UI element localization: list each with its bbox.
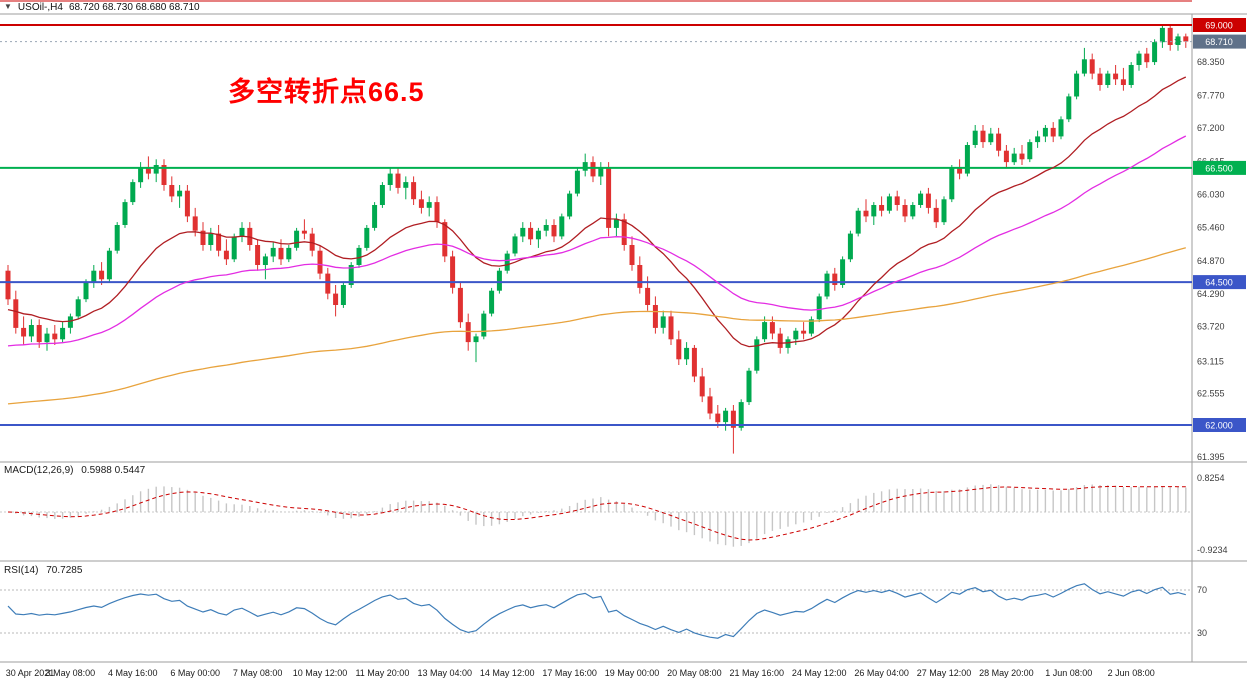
chart-header: ▼ USOil-,H4 68.720 68.730 68.680 68.710	[4, 1, 200, 13]
svg-text:69.000: 69.000	[1205, 21, 1233, 31]
svg-text:30 Apr 2021: 30 Apr 2021	[6, 668, 55, 678]
svg-text:63.720: 63.720	[1197, 322, 1225, 332]
svg-text:28 May 20:00: 28 May 20:00	[979, 668, 1034, 678]
svg-text:61.395: 61.395	[1197, 452, 1225, 462]
ohlc-readout: 68.720 68.730 68.680 68.710	[68, 1, 200, 13]
macd-name: MACD(12,26,9)	[4, 465, 74, 476]
svg-text:64.500: 64.500	[1205, 278, 1233, 288]
latest-price-arrows-icon: ››	[1174, 36, 1182, 48]
fast-ma-line	[7, 76, 1187, 348]
rsi-indicator-label: RSI(14) 70.7285	[4, 565, 82, 576]
svg-text:1 Jun 08:00: 1 Jun 08:00	[1045, 668, 1092, 678]
svg-text:68.710: 68.710	[1205, 37, 1233, 47]
rsi-value: 70.7285	[46, 565, 83, 576]
svg-text:19 May 00:00: 19 May 00:00	[605, 668, 660, 678]
annotation-text: 多空转折点66.5	[228, 77, 425, 107]
rsi-line	[7, 583, 1186, 639]
svg-text:20 May 08:00: 20 May 08:00	[667, 668, 722, 678]
horizontal-levels-layer[interactable]: ››	[0, 0, 1192, 426]
svg-text:64.290: 64.290	[1197, 289, 1225, 299]
svg-text:27 May 12:00: 27 May 12:00	[917, 668, 972, 678]
macd-indicator-label: MACD(12,26,9) 0.5988 0.5447	[4, 465, 145, 476]
macd-signal-line	[7, 485, 1186, 541]
svg-text:14 May 12:00: 14 May 12:00	[480, 668, 535, 678]
price-axis[interactable]: 68.74068.35067.77067.20066.61566.03065.4…	[1197, 35, 1228, 638]
svg-text:11 May 20:00: 11 May 20:00	[355, 668, 409, 678]
macd-values: 0.5988 0.5447	[81, 465, 146, 476]
svg-text:70: 70	[1197, 585, 1207, 595]
svg-text:2 Jun 08:00: 2 Jun 08:00	[1108, 668, 1155, 678]
panel-separators	[0, 13, 1247, 663]
macd-panel	[0, 484, 1192, 547]
svg-text:21 May 16:00: 21 May 16:00	[730, 668, 785, 678]
moving-averages-layer	[7, 76, 1187, 405]
svg-text:62.555: 62.555	[1197, 388, 1225, 398]
svg-text:-0.9234: -0.9234	[1197, 545, 1228, 555]
svg-text:62.000: 62.000	[1205, 421, 1233, 431]
svg-text:6 May 00:00: 6 May 00:00	[170, 668, 220, 678]
slow-ma-line	[7, 247, 1186, 405]
svg-text:7 May 08:00: 7 May 08:00	[233, 668, 283, 678]
svg-text:3 May 08:00: 3 May 08:00	[46, 668, 96, 678]
svg-text:67.200: 67.200	[1197, 123, 1225, 133]
svg-text:66.500: 66.500	[1205, 163, 1233, 173]
svg-text:65.460: 65.460	[1197, 222, 1225, 232]
svg-text:24 May 12:00: 24 May 12:00	[792, 668, 847, 678]
symbol-timeframe-label: USOil-,H4	[17, 1, 63, 13]
svg-text:17 May 16:00: 17 May 16:00	[542, 668, 597, 678]
svg-text:64.870: 64.870	[1197, 256, 1225, 266]
svg-text:4 May 16:00: 4 May 16:00	[108, 668, 158, 678]
svg-text:67.770: 67.770	[1197, 90, 1225, 100]
symbol-dropdown-icon[interactable]: ▼	[4, 2, 12, 11]
price-axis-tags: 69.000 66.500 64.500 62.000 68.710	[1193, 18, 1246, 432]
svg-text:66.030: 66.030	[1197, 190, 1225, 200]
svg-text:26 May 04:00: 26 May 04:00	[854, 668, 909, 678]
rsi-panel	[0, 583, 1192, 639]
svg-text:13 May 04:00: 13 May 04:00	[418, 668, 473, 678]
rsi-name: RSI(14)	[4, 565, 39, 576]
svg-text:0.8254: 0.8254	[1197, 473, 1225, 483]
mid-ma-line	[7, 135, 1187, 347]
svg-text:30: 30	[1197, 628, 1207, 638]
svg-text:68.350: 68.350	[1197, 57, 1225, 67]
svg-text:10 May 12:00: 10 May 12:00	[293, 668, 348, 678]
svg-text:63.115: 63.115	[1197, 356, 1224, 366]
